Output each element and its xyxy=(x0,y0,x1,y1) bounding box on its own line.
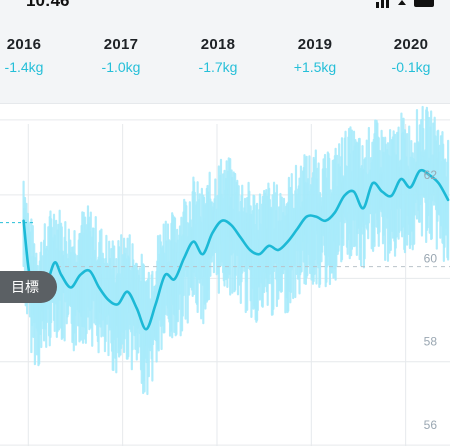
trend-line xyxy=(22,168,450,331)
year-summary-2016[interactable]: 2016 -1.4kg xyxy=(0,36,69,75)
y-tick-label: 56 xyxy=(424,418,438,432)
y-tick-label: 60 xyxy=(424,251,438,265)
weight-chart[interactable]: 56 58 60 62 xyxy=(0,104,450,446)
year-summary-2019[interactable]: 2019 +1.5kg xyxy=(270,36,360,75)
status-bar: 10:46 xyxy=(0,0,450,10)
year-summary-header: 2016 -1.4kg 2017 -1.0kg 2018 -1.7kg 2019… xyxy=(0,10,450,104)
weight-change: -1.0kg xyxy=(101,59,141,75)
year-label: 2016 xyxy=(6,36,42,53)
wifi-icon xyxy=(398,0,406,5)
weight-change: -1.7kg xyxy=(198,59,238,75)
weight-change: -0.1kg xyxy=(391,59,431,75)
year-label: 2019 xyxy=(297,36,333,53)
battery-icon xyxy=(414,0,434,7)
weight-change: +1.5kg xyxy=(293,59,337,75)
y-tick-labels: 56 58 60 62 xyxy=(424,168,438,432)
year-label: 2020 xyxy=(393,36,429,53)
year-label: 2018 xyxy=(200,36,236,53)
status-icons xyxy=(376,0,434,8)
daily-weight-bars xyxy=(22,105,450,396)
year-summary-2018[interactable]: 2018 -1.7kg xyxy=(173,36,263,75)
goal-line-layer xyxy=(0,222,450,268)
y-tick-label: 58 xyxy=(424,335,438,349)
trend-line-layer xyxy=(22,168,450,331)
goal-marker[interactable]: 目標 xyxy=(0,271,57,303)
status-time: 10:46 xyxy=(26,0,70,10)
year-label: 2017 xyxy=(103,36,139,53)
signal-icon xyxy=(376,0,389,8)
year-summary-2017[interactable]: 2017 -1.0kg xyxy=(76,36,166,75)
weight-change: -1.4kg xyxy=(4,59,44,75)
goal-label: 目標 xyxy=(11,279,39,295)
y-tick-label: 62 xyxy=(424,168,438,182)
year-summary-2020[interactable]: 2020 -0.1kg xyxy=(366,36,450,75)
